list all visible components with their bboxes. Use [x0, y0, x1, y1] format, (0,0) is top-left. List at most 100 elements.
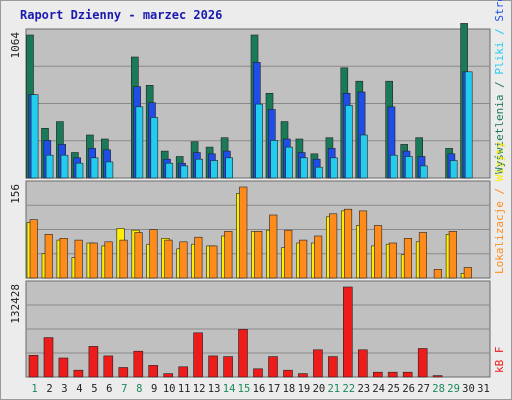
- bar-panel3-kB F-day14: [223, 356, 233, 378]
- x-tick-label-day-15: 15: [238, 383, 251, 395]
- bar-panel1-Pliki-day13: [210, 160, 218, 179]
- bar-panel1-Pliki-day17: [270, 140, 278, 179]
- bar-panel2-Lokalizacje-day4: [74, 239, 83, 279]
- bar-panel2-Lokalizacje-day27: [418, 232, 428, 279]
- x-tick-label-day-19: 19: [298, 383, 311, 395]
- bar-panel3-kB F-day16: [253, 368, 263, 378]
- panel-1-ymax-label: 1064: [9, 32, 22, 59]
- bar-panel2-Lokalizacje-day19: [299, 239, 308, 279]
- bar-panel2-Lokalizacje-day16: [254, 231, 263, 279]
- bar-panel1-Pliki-day5: [90, 157, 99, 179]
- bar-panel2-Lokalizacje-day13: [209, 245, 218, 279]
- bar-panel3-kB F-day12: [193, 332, 203, 378]
- bar-panel2-Lokalizacje-day7: [119, 239, 128, 279]
- x-tick-label-day-27: 27: [417, 383, 430, 395]
- bar-panel1-Pliki-day23: [360, 134, 368, 179]
- x-tick-label-day-24: 24: [372, 383, 385, 395]
- bar-panel2-Lokalizacje-day14: [224, 231, 233, 279]
- legend-text: /: [493, 75, 506, 95]
- bar-panel1-Pliki-day3: [60, 154, 69, 179]
- bar-panel1-Pliki-day9: [150, 117, 159, 179]
- bar-panel2-Lokalizacje-day6: [104, 241, 113, 279]
- bar-panel2-Lokalizacje-day17: [269, 214, 278, 279]
- x-tick-label-day-6: 6: [106, 383, 112, 395]
- x-tick-label-day-3: 3: [61, 383, 67, 395]
- x-tick-label-day-7: 7: [121, 383, 127, 395]
- bar-panel2-Lokalizacje-day25: [388, 242, 398, 279]
- bar-panel2-Lokalizacje-day10: [164, 239, 173, 279]
- bar-panel1-Pliki-day8: [135, 106, 144, 179]
- bar-panel3-kB F-day11: [178, 366, 188, 378]
- legend-text: kB F: [493, 347, 506, 374]
- bar-panel3-kB F-day19: [298, 373, 308, 378]
- bar-panel3-kB F-day10: [163, 373, 173, 378]
- bar-panel2-Lokalizacje-day11: [179, 241, 188, 279]
- x-tick-label-day-22: 22: [342, 383, 355, 395]
- bar-panel2-Lokalizacje-day12: [194, 236, 203, 279]
- x-tick-label-day-28: 28: [432, 383, 445, 395]
- x-tick-label-day-13: 13: [208, 383, 221, 395]
- panel-3-legend-label: kB F: [493, 347, 506, 374]
- bar-panel1-Pliki-day20: [315, 166, 323, 179]
- bar-panel3-kB F-day17: [268, 356, 278, 378]
- x-tick-label-day-11: 11: [178, 383, 191, 395]
- bar-panel1-Pliki-day12: [195, 158, 203, 179]
- bar-panel2-Lokalizacje-day21: [329, 213, 338, 279]
- x-tick-label-day-30: 30: [462, 383, 475, 395]
- x-tick-label-day-5: 5: [91, 383, 97, 395]
- x-tick-label-day-21: 21: [327, 383, 340, 395]
- bar-panel3-kB F-day1: [28, 354, 39, 378]
- bar-panel1-Pliki-day10: [165, 162, 174, 179]
- bar-panel3-kB F-day22: [342, 286, 353, 378]
- panel-1-legend-label: Wyświetlenia / Pliki / Strony: [493, 0, 506, 174]
- x-tick-label-day-10: 10: [163, 383, 176, 395]
- bar-panel2-Lokalizacje-day15: [239, 186, 248, 279]
- bar-panel1-Pliki-day16: [255, 103, 263, 179]
- bar-panel2-Lokalizacje-day26: [403, 238, 413, 279]
- bar-panel3-kB F-day2: [43, 337, 54, 378]
- bar-panel1-Pliki-day18: [285, 146, 293, 179]
- x-tick-label-day-31: 31: [477, 383, 490, 395]
- bar-panel3-kB F-day4: [73, 369, 84, 378]
- x-tick-label-day-25: 25: [387, 383, 400, 395]
- bar-panel1-Pliki-day19: [300, 157, 308, 179]
- bar-panel3-kB F-day6: [103, 355, 114, 378]
- bar-panel2-Lokalizacje-day20: [314, 235, 323, 279]
- bar-panel3-kB F-day21: [328, 356, 338, 378]
- x-tick-label-day-17: 17: [268, 383, 281, 395]
- bar-panel3-kB F-day24: [372, 371, 383, 378]
- bar-panel3-kB F-day15: [238, 329, 248, 378]
- legend-text: Wizyty: [493, 141, 506, 181]
- legend-text: Wyświetlenia: [493, 95, 506, 174]
- bar-panel1-Pliki-day29: [449, 160, 458, 179]
- bar-panel3-kB F-day13: [208, 355, 218, 378]
- bar-panel3-kB F-day26: [402, 371, 413, 378]
- x-tick-label-day-29: 29: [447, 383, 460, 395]
- bar-panel3-kB F-day18: [283, 369, 293, 378]
- bar-panel2-Lokalizacje-day5: [89, 242, 98, 279]
- bar-panel2-Lokalizacje-day18: [284, 229, 293, 279]
- bar-panel1-Pliki-day1: [30, 94, 39, 179]
- bar-panel1-Pliki-day14: [225, 157, 233, 179]
- x-tick-label-day-4: 4: [76, 383, 82, 395]
- legend-text: /: [493, 22, 506, 42]
- bar-panel1-Pliki-day21: [330, 157, 338, 179]
- x-tick-label-day-18: 18: [283, 383, 296, 395]
- bar-panel3-kB F-day3: [58, 357, 69, 378]
- bar-panel1-Pliki-day4: [75, 162, 84, 179]
- bar-panel2-Lokalizacje-day8: [134, 232, 143, 279]
- bar-panel2-Lokalizacje-day3: [59, 238, 68, 279]
- bar-panel1-Pliki-day30: [464, 71, 473, 179]
- x-tick-label-day-23: 23: [357, 383, 370, 395]
- panel-2-ymax-label: 156: [9, 184, 22, 204]
- bar-panel3-kB F-day20: [313, 349, 323, 378]
- bar-panel3-kB F-day5: [88, 346, 99, 378]
- bar-panel1-Pliki-day2: [45, 154, 54, 179]
- x-tick-label-day-20: 20: [313, 383, 326, 395]
- bar-panel2-Lokalizacje-day9: [149, 229, 158, 279]
- bar-panel2-Lokalizacje-day1: [29, 219, 38, 279]
- x-tick-label-day-12: 12: [193, 383, 206, 395]
- x-tick-label-day-9: 9: [151, 383, 157, 395]
- bar-panel3-kB F-day25: [387, 371, 398, 378]
